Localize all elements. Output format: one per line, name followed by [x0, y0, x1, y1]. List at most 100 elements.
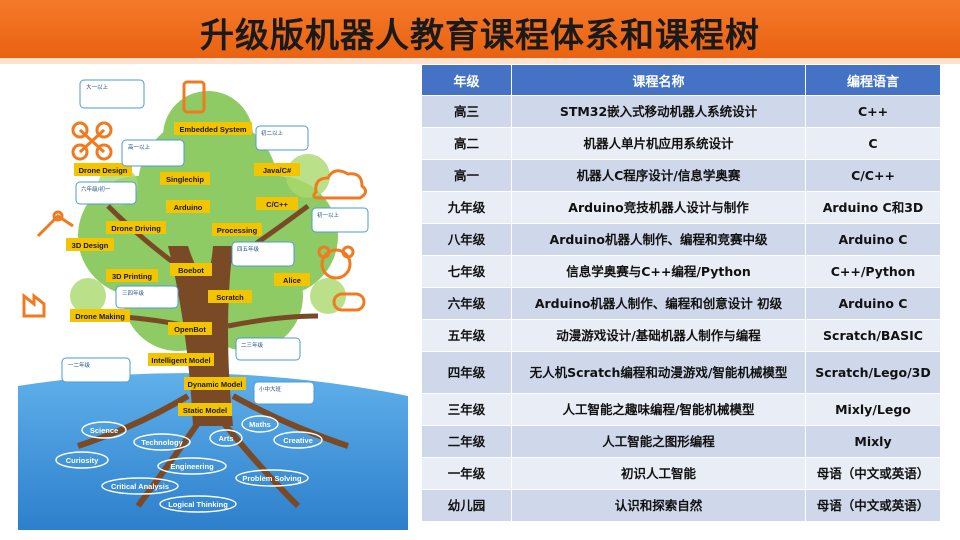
- cell-language: C++: [805, 95, 941, 128]
- cell-language: C/C++: [805, 159, 941, 192]
- root-critical-analysis: Critical Analysis: [101, 477, 179, 495]
- table-row: 高二 机器人单片机应用系统设计 C: [421, 127, 941, 160]
- cell-course: Arduino竞技机器人设计与制作: [511, 191, 806, 224]
- svg-text:初二以上: 初二以上: [261, 129, 284, 137]
- cell-grade: 七年级: [421, 255, 512, 288]
- branch-label-processing: Processing: [212, 223, 262, 236]
- bubble-siwu: 四五年级: [231, 241, 295, 267]
- bubble-yier: 一二年级: [61, 357, 131, 383]
- svg-text:Drone Driving: Drone Driving: [111, 224, 161, 233]
- cell-course: 无人机Scratch编程和动漫游戏/智能机械模型: [511, 351, 806, 394]
- cell-course: Arduino机器人制作、编程和竞赛中级: [511, 223, 806, 256]
- svg-text:Science: Science: [90, 426, 118, 435]
- cell-course: 信息学奥赛与C++编程/Python: [511, 255, 806, 288]
- header-grade: 年级: [421, 64, 512, 96]
- title-bar-shadow: [0, 58, 960, 64]
- cell-course: 机器人单片机应用系统设计: [511, 127, 806, 160]
- bubble-xiaozhongda: 小中大班: [253, 381, 315, 405]
- svg-text:Drone Design: Drone Design: [79, 166, 128, 175]
- table-row: 五年级 动漫游戏设计/基础机器人制作与编程 Scratch/BASIC: [421, 319, 941, 352]
- svg-text:Embedded System: Embedded System: [179, 125, 246, 134]
- svg-text:六年级/初一: 六年级/初一: [81, 185, 111, 193]
- svg-text:Problem Solving: Problem Solving: [242, 474, 302, 483]
- root-logical-thinking: Logical Thinking: [159, 495, 237, 513]
- branch-label-c-cpp: C/C++: [256, 197, 298, 210]
- header-language: 编程语言: [805, 64, 941, 96]
- svg-text:大一以上: 大一以上: [86, 83, 109, 91]
- branch-label-alice: Alice: [274, 273, 310, 286]
- svg-text:Technology: Technology: [141, 438, 183, 447]
- branch-label-drone-driving: Drone Driving: [106, 221, 166, 234]
- branch-label-3d-printing: 3D Printing: [106, 269, 158, 282]
- branch-label-arduino: Arduino: [166, 200, 210, 213]
- grade-bubbles: 大一以上 初二以上 高一以上 六年级/初一 初一以上 四五年级 三四年级 二三年…: [61, 79, 369, 405]
- bear-icon: [317, 245, 355, 280]
- svg-text:Processing: Processing: [217, 226, 258, 235]
- cell-grade: 四年级: [421, 351, 512, 394]
- table-row: 幼儿园 认识和探索自然 母语（中文或英语）: [421, 489, 941, 522]
- svg-text:OpenBot: OpenBot: [174, 325, 206, 334]
- svg-text:Boebot: Boebot: [178, 266, 204, 275]
- cell-grade: 五年级: [421, 319, 512, 352]
- table-row: 二年级 人工智能之图形编程 Mixly: [421, 425, 941, 458]
- cell-language: Arduino C和3D: [805, 191, 941, 224]
- drone-icon: [71, 121, 113, 161]
- svg-text:Java/C#: Java/C#: [263, 166, 292, 175]
- course-tree-illustration: Embedded System Drone Design Singlechip …: [18, 79, 408, 530]
- cell-language: Arduino C: [805, 223, 941, 256]
- svg-text:Arduino: Arduino: [174, 203, 203, 212]
- root-arts: Arts: [209, 429, 243, 447]
- branch-label-openbot: OpenBot: [168, 322, 212, 335]
- table-row: 高一 机器人C程序设计/信息学奥赛 C/C++: [421, 159, 941, 192]
- table-row: 高三 STM32嵌入式移动机器人系统设计 C++: [421, 95, 941, 128]
- branch-label-java-csharp: Java/C#: [254, 163, 300, 176]
- cell-grade: 三年级: [421, 393, 512, 426]
- decorative-icons: [22, 80, 367, 318]
- title-bar: [0, 0, 960, 62]
- cell-language: Mixly: [805, 425, 941, 458]
- root-maths: Maths: [241, 415, 279, 433]
- svg-text:Logical Thinking: Logical Thinking: [168, 500, 228, 509]
- cell-course: Arduino机器人制作、编程和创意设计 初级: [511, 287, 806, 320]
- svg-text:Arts: Arts: [218, 434, 233, 443]
- table-body: 高三 STM32嵌入式移动机器人系统设计 C++ 高二 机器人单片机应用系统设计 C 高一机…: [421, 95, 941, 522]
- svg-text:高一以上: 高一以上: [128, 143, 151, 151]
- cell-grade: 八年级: [421, 223, 512, 256]
- svg-text:Engineering: Engineering: [170, 462, 214, 471]
- tablet-icon: [182, 80, 206, 114]
- page-title: 升级版机器人教育课程体系和课程树: [200, 16, 760, 56]
- svg-text:C/C++: C/C++: [266, 200, 288, 209]
- bubble-sansi: 三四年级: [115, 285, 179, 309]
- cell-grade: 六年级: [421, 287, 512, 320]
- svg-text:Singlechip: Singlechip: [166, 175, 204, 184]
- table-header-row: 年级 课程名称 编程语言: [421, 64, 941, 96]
- cell-grade: 高二: [421, 127, 512, 160]
- svg-text:Drone Making: Drone Making: [75, 312, 125, 321]
- bubble-ersan: 二三年级: [235, 337, 301, 361]
- svg-text:Scratch: Scratch: [216, 293, 244, 302]
- svg-text:Maths: Maths: [249, 420, 271, 429]
- bubble-chuyi: 初一以上: [311, 207, 369, 233]
- cell-language: Arduino C: [805, 287, 941, 320]
- svg-text:初一以上: 初一以上: [317, 211, 340, 219]
- cell-language: C: [805, 127, 941, 160]
- cell-language: Mixly/Lego: [805, 393, 941, 426]
- sea-ground: [18, 373, 408, 530]
- table-row: 三年级 人工智能之趣味编程/智能机械模型 Mixly/Lego: [421, 393, 941, 426]
- branch-label-drone-making: Drone Making: [70, 309, 130, 322]
- svg-text:Intelligent Model: Intelligent Model: [151, 356, 210, 365]
- factory-icon: [22, 292, 46, 318]
- branch-label-drone-design: Drone Design: [74, 163, 132, 176]
- svg-text:Alice: Alice: [283, 276, 301, 285]
- root-engineering: Engineering: [157, 457, 227, 475]
- root-science: Science: [81, 421, 127, 439]
- svg-text:Static Model: Static Model: [183, 406, 227, 415]
- curriculum-table: 年级 课程名称 编程语言 高三 STM32嵌入式移动机器人系统设计 C++ 高二 机器人…: [421, 64, 941, 522]
- branch-label-singlechip: Singlechip: [160, 172, 210, 185]
- cell-language: 母语（中文或英语）: [805, 489, 941, 522]
- table-row: 八年级 Arduino机器人制作、编程和竞赛中级 Arduino C: [421, 223, 941, 256]
- svg-text:四五年级: 四五年级: [237, 245, 260, 253]
- cell-course: 人工智能之图形编程: [511, 425, 806, 458]
- svg-text:Curiosity: Curiosity: [66, 456, 99, 465]
- cell-grade: 九年级: [421, 191, 512, 224]
